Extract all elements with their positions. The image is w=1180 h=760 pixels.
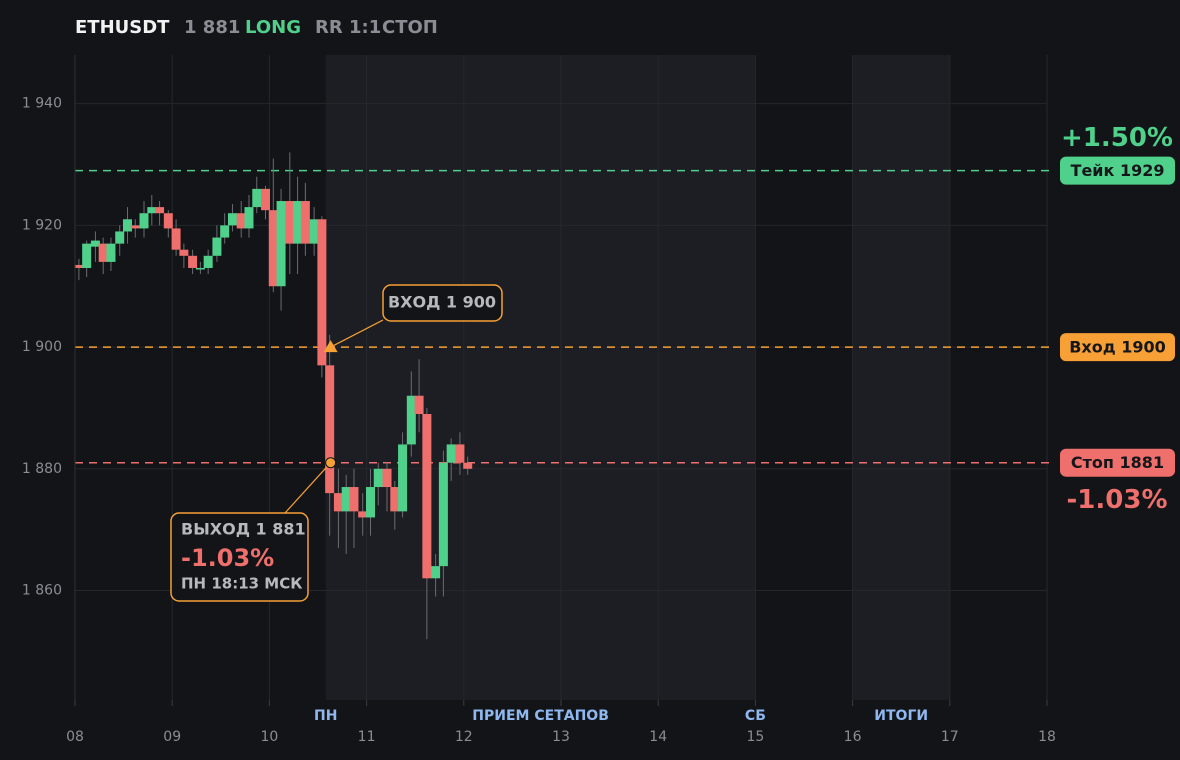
candle-body — [398, 444, 408, 512]
candle-body — [285, 201, 295, 244]
candle-body — [268, 210, 278, 287]
y-tick-label: 1 920 — [22, 217, 62, 233]
candle-body — [188, 255, 198, 268]
candle-body — [179, 249, 189, 256]
candle-body — [333, 493, 343, 512]
candle-body — [90, 240, 100, 247]
level-label: Вход 1900 — [1069, 338, 1166, 357]
candle-body — [171, 228, 181, 250]
candle-body — [382, 468, 392, 488]
x-tick-label: 18 — [1038, 729, 1056, 745]
candle-body — [212, 237, 222, 256]
candle-body — [300, 201, 310, 244]
candle-body — [236, 213, 246, 229]
entry-label: ВХОД 1 900 — [388, 293, 496, 312]
candle-body — [163, 213, 173, 229]
y-tick-label: 1 880 — [22, 461, 62, 477]
entry-marker — [323, 340, 338, 353]
x-tick-label: 16 — [844, 729, 862, 745]
candle-body — [106, 243, 116, 262]
x-tick-label: 11 — [358, 729, 376, 745]
level-label: Тейк 1929 — [1071, 161, 1165, 180]
level-change: +1.50% — [1061, 123, 1173, 153]
candle-body — [220, 225, 230, 238]
candle-body — [414, 395, 424, 415]
candle-body — [293, 201, 303, 244]
session-label: СБ — [745, 708, 766, 724]
candle-body — [130, 225, 140, 229]
exit-change: -1.03% — [181, 544, 274, 572]
session-band — [852, 55, 950, 700]
entry-box — [382, 284, 503, 322]
session-label: ПН — [314, 708, 337, 724]
candle-body — [139, 213, 149, 229]
candle-body — [422, 414, 432, 579]
candle-body — [349, 487, 359, 512]
x-tick-label: 14 — [649, 729, 667, 745]
symbol: ETHUSDT — [75, 17, 170, 38]
side: LONG — [245, 17, 301, 38]
candle-body — [309, 219, 319, 244]
candle-body — [365, 487, 375, 518]
candle-body — [195, 267, 205, 270]
candle-body — [227, 213, 237, 226]
candle-body — [74, 264, 84, 268]
session-label: ПРИЕМ СЕТАПОВ — [472, 708, 609, 724]
session-band — [325, 55, 756, 700]
risk-reward: RR 1:1 — [315, 17, 381, 38]
x-tick-label: 13 — [552, 729, 570, 745]
exit-marker — [325, 457, 337, 469]
candle-body — [244, 207, 254, 229]
x-tick-label: 15 — [746, 729, 764, 745]
candle-body — [438, 462, 448, 567]
level-pill — [1060, 448, 1175, 477]
session-label: ИТОГИ — [874, 708, 928, 724]
candle-body — [82, 243, 92, 268]
candle-body — [463, 462, 473, 469]
candle-body — [317, 219, 327, 366]
exit-box — [170, 512, 309, 602]
candle-body — [147, 207, 157, 214]
y-tick-label: 1 900 — [22, 339, 62, 355]
price: 1 881 — [184, 17, 240, 38]
exit-label: ВЫХОД 1 881 — [181, 520, 306, 539]
candle-body — [455, 444, 465, 463]
level-pill — [1060, 156, 1175, 185]
candle-body — [122, 219, 132, 232]
candle-body — [261, 188, 271, 211]
x-tick-label: 10 — [260, 729, 278, 745]
status: СТОП — [382, 17, 438, 38]
x-tick-label: 08 — [66, 729, 84, 745]
level-change: -1.03% — [1067, 485, 1168, 515]
x-tick-label: 12 — [455, 729, 473, 745]
candle-body — [390, 487, 400, 512]
candle-body — [98, 243, 108, 262]
level-pill — [1060, 333, 1175, 362]
x-tick-label: 17 — [941, 729, 959, 745]
candle-body — [406, 395, 416, 445]
candle-body — [115, 231, 125, 244]
candle-body — [203, 255, 213, 268]
candle-body — [155, 207, 165, 214]
exit-time: ПН 18:13 МСК — [181, 575, 303, 593]
exit-leader — [284, 462, 332, 514]
candle-body — [276, 201, 286, 287]
y-tick-label: 1 860 — [22, 582, 62, 598]
candle-body — [373, 468, 383, 488]
candle-body — [325, 365, 335, 494]
candle-body — [431, 566, 441, 579]
candle-body — [341, 487, 351, 512]
x-tick-label: 09 — [163, 729, 181, 745]
candle-body — [358, 511, 368, 518]
candle-body — [252, 188, 262, 208]
entry-leader — [330, 319, 384, 348]
y-tick-label: 1 940 — [22, 96, 62, 112]
level-label: Стоп 1881 — [1071, 453, 1164, 472]
candle-body — [446, 444, 456, 463]
